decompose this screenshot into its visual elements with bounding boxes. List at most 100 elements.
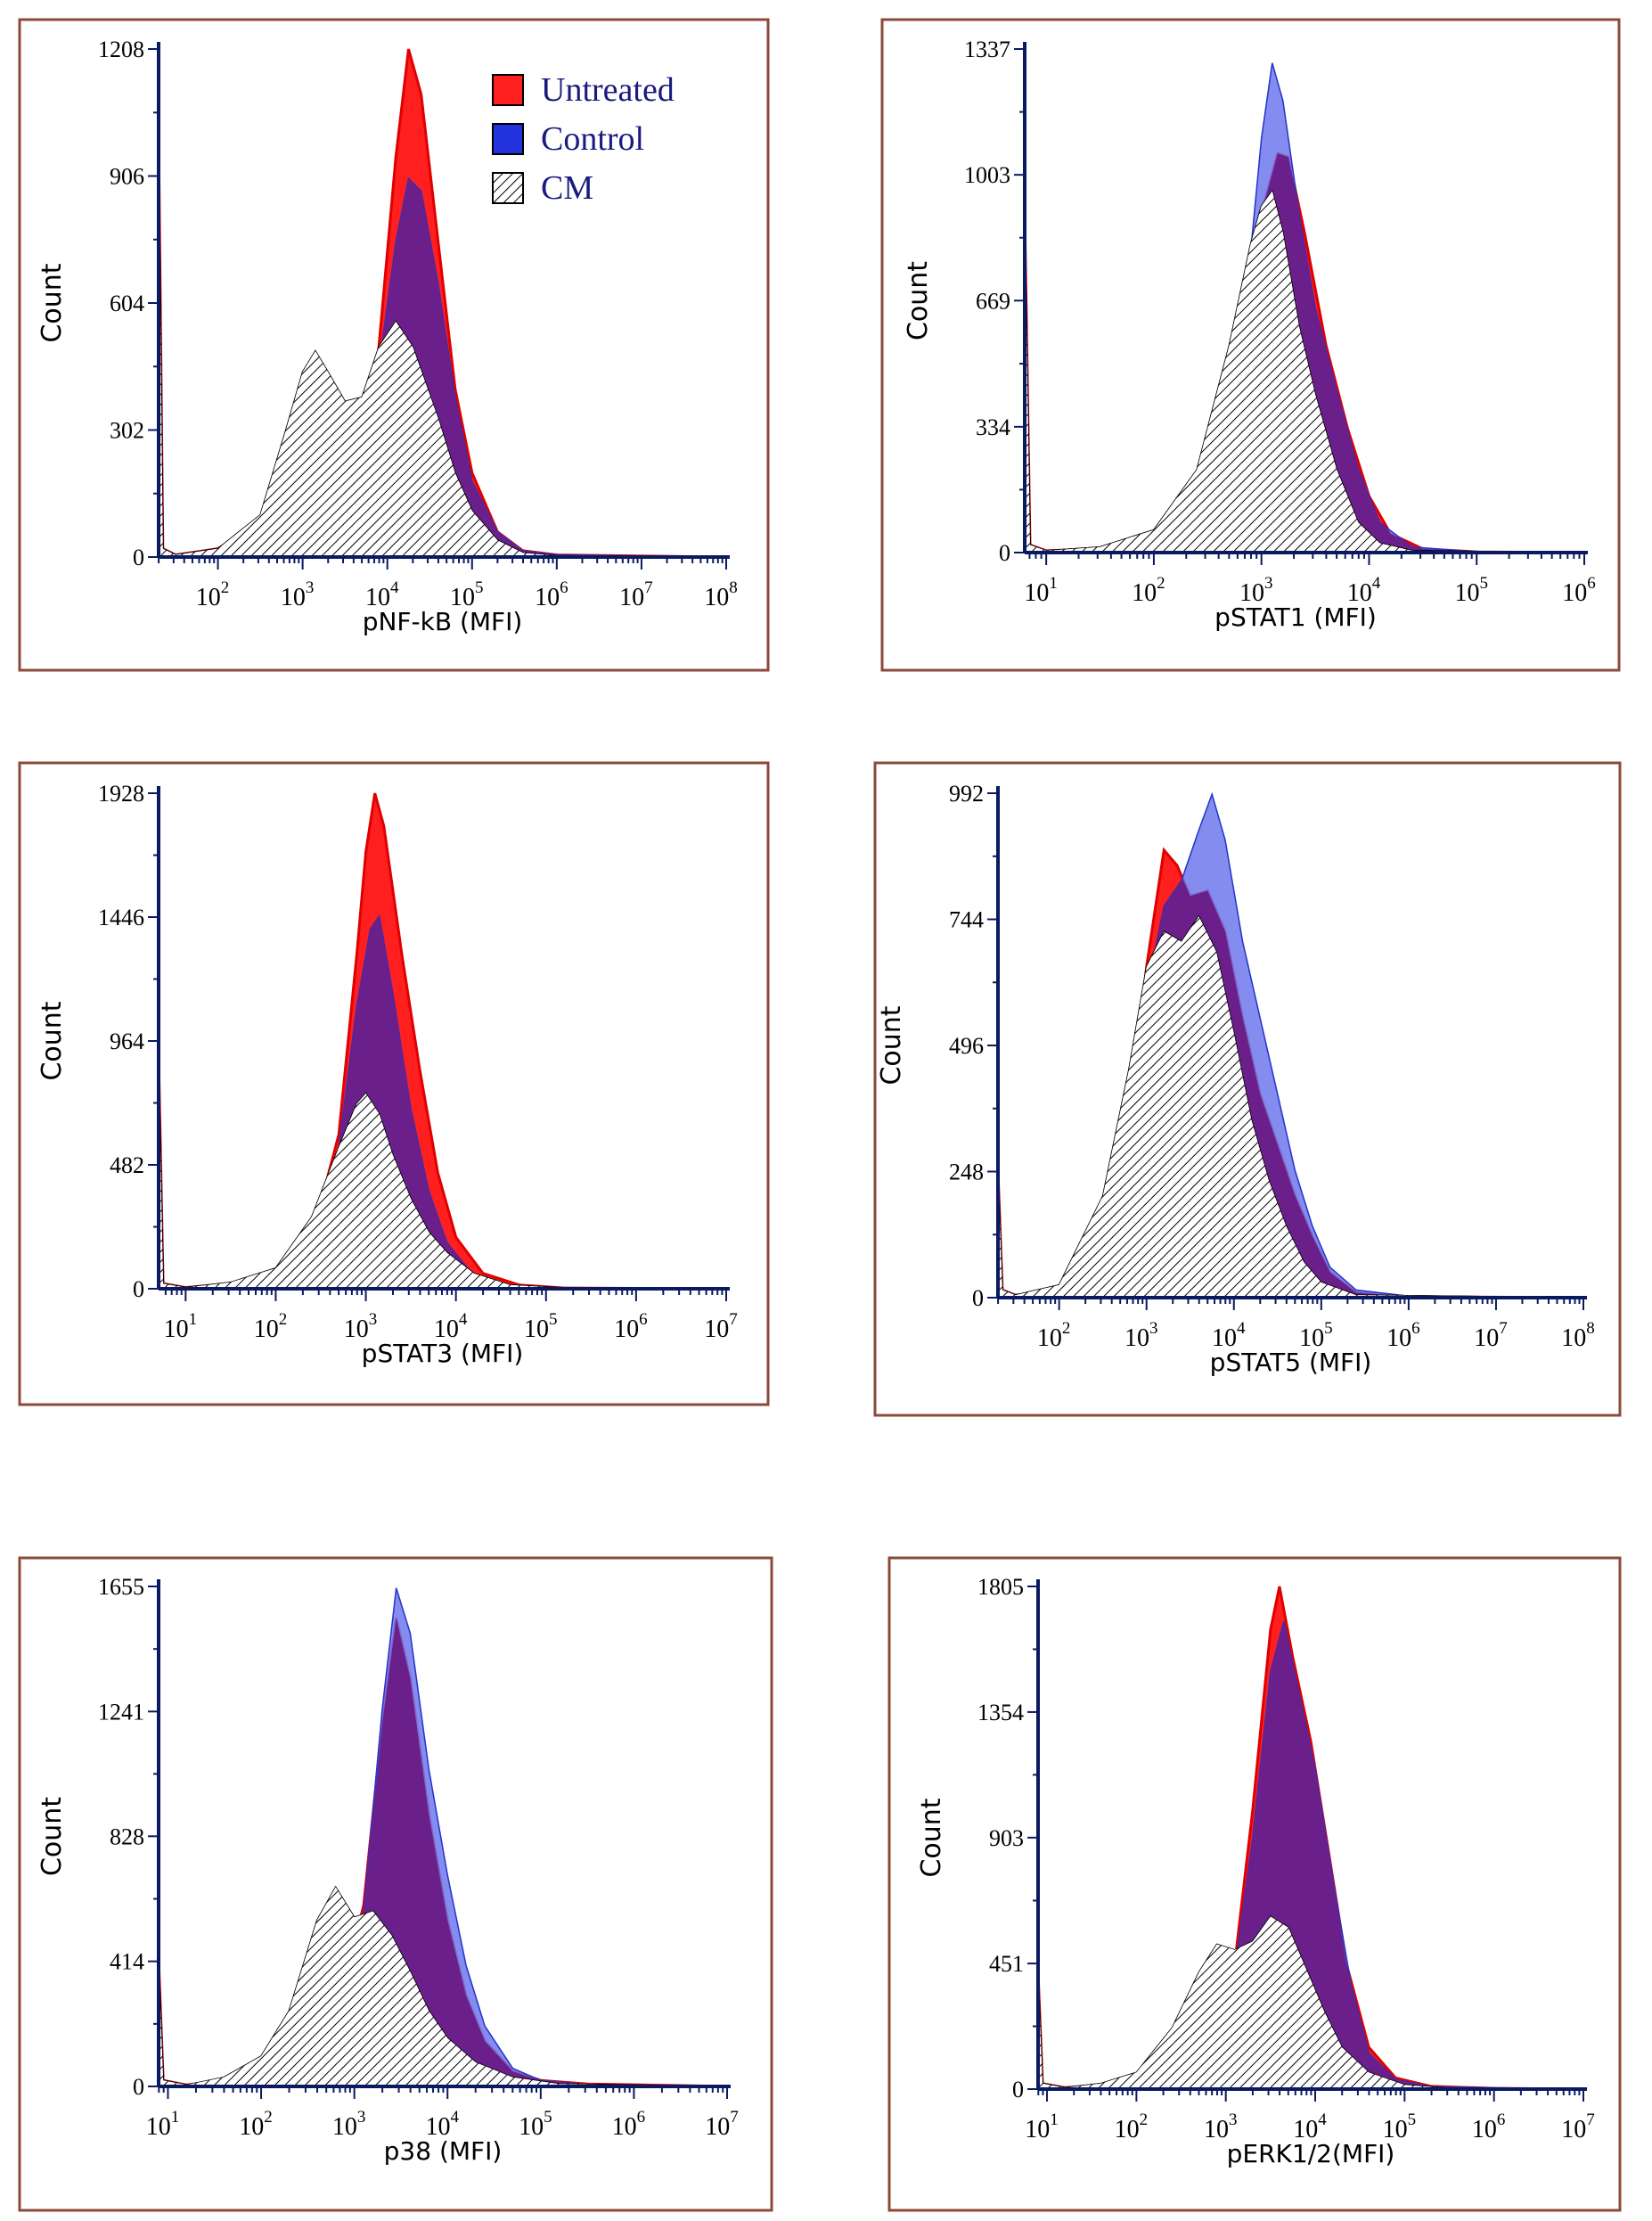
x-axis-title: pERK1/2(MFI)	[1227, 2139, 1395, 2168]
y-tick-label: 903	[989, 1825, 1024, 1851]
x-tick-label: 106	[535, 578, 568, 611]
y-tick-label: 0	[133, 545, 144, 570]
x-tick-label: 101	[146, 2108, 180, 2141]
histogram-panel-4: 0 248 496 744 992 102 103 104 105 106 107 108 pSTAT5…	[873, 761, 1622, 1417]
y-axis-title: Count	[37, 1001, 68, 1080]
y-tick-label: 1655	[98, 1574, 144, 1600]
x-tick-label: 102	[1132, 574, 1165, 607]
y-axis-title: Count	[37, 263, 68, 342]
x-tick-label: 101	[1025, 2110, 1059, 2143]
histogram-panel-3: 0 482 964 1446 1928 101 102 103 104 105 106 107 pSTA…	[18, 761, 770, 1406]
x-tick-label: 107	[704, 1310, 738, 1343]
histogram-panel-2: 0 334 669 1003 1337 101 102 103 104 105 106 pSTAT1 …	[880, 18, 1621, 672]
y-tick-label: 334	[976, 414, 1010, 440]
y-tick-label: 0	[133, 2074, 144, 2100]
x-tick-label: 102	[254, 1310, 288, 1343]
y-tick-label: 964	[110, 1029, 144, 1054]
y-tick-label: 496	[949, 1033, 984, 1059]
x-tick-label: 108	[1561, 1319, 1595, 1352]
x-tick-label: 103	[281, 578, 315, 611]
x-tick-label: 105	[450, 578, 484, 611]
x-tick-label: 104	[1347, 574, 1381, 607]
y-tick-label: 1928	[98, 781, 144, 807]
x-tick-label: 104	[1212, 1319, 1246, 1352]
x-axis-title: pSTAT3 (MFI)	[362, 1339, 524, 1368]
x-tick-label: 107	[1474, 1319, 1508, 1352]
x-tick-label: 104	[365, 578, 399, 611]
y-tick-label: 1241	[98, 1699, 144, 1725]
y-tick-label: 1446	[98, 905, 144, 930]
y-tick-label: 451	[989, 1951, 1024, 1977]
y-tick-label: 414	[110, 1949, 144, 1975]
x-tick-label: 105	[524, 1310, 558, 1343]
y-tick-label: 604	[110, 291, 144, 316]
y-tick-label: 1003	[964, 162, 1010, 188]
y-tick-label: 302	[110, 418, 144, 444]
x-tick-label: 103	[1125, 1319, 1158, 1352]
y-tick-label: 0	[133, 1276, 144, 1302]
y-tick-label: 482	[110, 1152, 144, 1178]
legend-swatch-untreated	[492, 74, 524, 106]
y-tick-label: 744	[949, 907, 984, 933]
y-axis-title: Count	[37, 1797, 68, 1876]
x-tick-label: 103	[1204, 2110, 1238, 2143]
x-tick-label: 107	[1561, 2110, 1595, 2143]
x-tick-label: 102	[196, 578, 230, 611]
x-tick-label: 106	[1386, 1319, 1420, 1352]
y-tick-label: 1208	[98, 37, 144, 62]
x-tick-label: 104	[434, 1310, 468, 1343]
x-tick-label: 104	[1293, 2110, 1327, 2143]
x-tick-label: 105	[1383, 2110, 1417, 2143]
y-axis-title: Count	[903, 261, 934, 340]
legend-swatch-control	[492, 123, 524, 155]
x-tick-label: 105	[1454, 574, 1488, 607]
x-axis-title: pNF-kB (MFI)	[363, 607, 523, 636]
x-tick-label: 108	[704, 578, 738, 611]
series-overlap-fill	[1038, 1621, 1583, 2089]
y-tick-label: 0	[1012, 2077, 1024, 2102]
series-overlap-fill	[159, 1618, 727, 2086]
x-tick-label: 105	[1299, 1319, 1333, 1352]
y-tick-label: 992	[949, 781, 984, 807]
x-tick-label: 105	[519, 2108, 552, 2141]
x-tick-label: 107	[619, 578, 653, 611]
y-tick-label: 1805	[977, 1574, 1024, 1600]
histogram-panel-1: 0 302 604 906 1208 102 103 104 105 106 107 108 pNF-k…	[18, 18, 770, 672]
x-tick-label: 101	[164, 1310, 198, 1343]
x-tick-label: 102	[1115, 2110, 1149, 2143]
x-axis-title: p38 (MFI)	[384, 2136, 503, 2166]
y-axis-title: Count	[876, 1005, 907, 1085]
x-axis-title: pSTAT1 (MFI)	[1214, 602, 1377, 632]
x-tick-label: 103	[344, 1310, 378, 1343]
histogram-panel-5: 0 414 828 1241 1655 101 102 103 104 105 106 107 p38 …	[18, 1556, 773, 2212]
x-tick-label: 103	[1239, 574, 1273, 607]
x-tick-label: 107	[705, 2108, 739, 2141]
legend: Untreated Control CM	[492, 71, 675, 207]
y-tick-label: 1337	[964, 37, 1010, 62]
series-overlap-fill	[1025, 153, 1584, 553]
x-axis-title: pSTAT5 (MFI)	[1210, 1348, 1372, 1377]
x-tick-label: 102	[1037, 1319, 1071, 1352]
y-tick-label: 0	[972, 1285, 984, 1311]
y-tick-label: 1354	[977, 1700, 1024, 1725]
y-tick-label: 0	[999, 540, 1010, 566]
y-tick-label: 248	[949, 1160, 984, 1185]
x-tick-label: 106	[1472, 2110, 1506, 2143]
y-axis-title: Count	[916, 1798, 947, 1877]
histogram-panel-6: 0 451 903 1354 1805 101 102 103 104 105 106 107 pERK…	[887, 1556, 1622, 2212]
legend-label: Control	[541, 120, 644, 158]
legend-label: CM	[541, 169, 593, 207]
y-tick-label: 906	[110, 164, 144, 190]
x-tick-label: 103	[332, 2108, 366, 2141]
x-tick-label: 101	[1024, 574, 1058, 607]
x-tick-label: 106	[614, 1310, 648, 1343]
x-tick-label: 104	[425, 2108, 459, 2141]
y-tick-label: 669	[976, 288, 1010, 314]
legend-label: Untreated	[541, 71, 675, 109]
x-tick-label: 106	[1562, 574, 1596, 607]
x-tick-label: 106	[612, 2108, 646, 2141]
legend-swatch-cm	[492, 172, 524, 204]
y-tick-label: 828	[110, 1824, 144, 1849]
x-tick-label: 102	[239, 2108, 273, 2141]
